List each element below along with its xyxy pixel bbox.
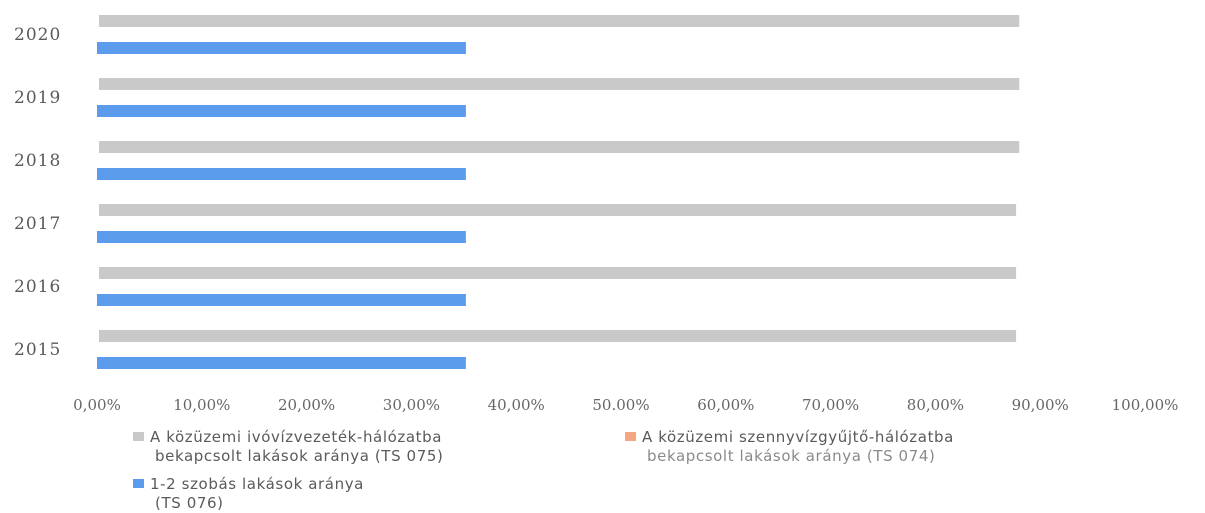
bar-ts075-2016 (99, 267, 1017, 279)
bar-ts076-2019 (97, 105, 466, 117)
legend-item-blue: 1-2 szobás lakások aránya (TS 076) (133, 475, 364, 513)
bar-ts075-2020 (99, 15, 1020, 27)
y-tick-label: 2019 (14, 88, 61, 108)
legend-label-blue-2: (TS 076) (155, 494, 224, 512)
x-tick-label: 60,00% (697, 396, 754, 414)
y-tick-label: 2018 (14, 151, 61, 171)
bar-ts076-2017 (97, 231, 466, 243)
legend-label-gray-2: bekapcsolt lakások aránya (TS 075) (155, 447, 444, 465)
legend-swatch-orange (625, 432, 636, 441)
legend-item-orange: A közüzemi szennyvízgyűjtő-hálózatba bek… (625, 428, 954, 466)
bar-ts076-2020 (97, 42, 466, 54)
x-tick-label: 10,00% (173, 396, 230, 414)
y-tick-label: 2017 (14, 214, 61, 234)
bar-ts076-2015 (97, 357, 466, 369)
x-tick-label: 30,00% (383, 396, 440, 414)
legend-label-orange-1a: A közüzemi szennyvízgyűjtő-hálózatba (642, 428, 954, 446)
bar-ts075-2019 (99, 78, 1020, 90)
x-tick-label: 0,00% (73, 396, 121, 414)
bar-ts076-2018 (97, 168, 466, 180)
legend-label-blue-1: 1-2 szobás lakások aránya (150, 475, 364, 493)
x-tick-label: 80,00% (907, 396, 964, 414)
y-tick-label: 2020 (14, 25, 61, 45)
y-tick-label: 2016 (14, 277, 61, 297)
x-tick-label: 90,00% (1012, 396, 1069, 414)
bar-ts076-2016 (97, 294, 466, 306)
legend-item-gray: A közüzemi ivóvízvezeték-hálózatba bekap… (133, 428, 443, 466)
legend-swatch-blue (133, 479, 144, 488)
legend-label-orange-1: A közüzemi szennyvízgyűjtő-hálózatba (642, 428, 954, 446)
y-tick-label: 2015 (14, 340, 61, 360)
x-tick-label: 20,00% (278, 396, 335, 414)
x-tick-label: 40,00% (488, 396, 545, 414)
x-tick-label: 100,00% (1112, 396, 1179, 414)
legend-label-gray-1: A közüzemi ivóvízvezeték-hálózatba (150, 428, 443, 446)
legend-label-orange-2: bekapcsolt lakások aránya (TS 074) (647, 447, 936, 465)
legend-swatch-gray (133, 432, 144, 441)
x-tick-label: 70,00% (802, 396, 859, 414)
bar-ts075-2015 (99, 330, 1017, 342)
x-tick-label: 50.00% (592, 396, 649, 414)
bar-ts075-2017 (99, 204, 1017, 216)
bar-ts075-2018 (99, 141, 1020, 153)
